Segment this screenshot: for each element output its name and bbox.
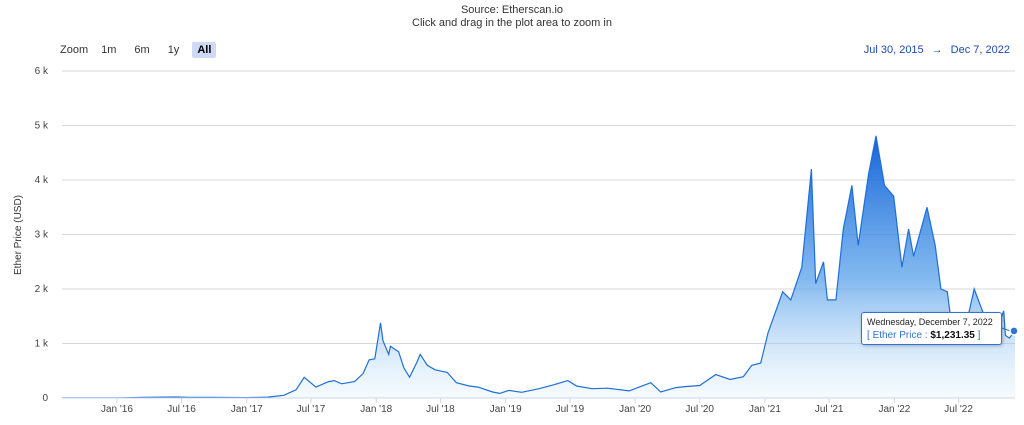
tooltip-bracket-open: [ <box>867 330 870 341</box>
y-tick-label: 0 <box>42 393 48 404</box>
range-button-1y[interactable]: 1y <box>167 44 180 56</box>
x-tick-label: Jul '22 <box>944 404 973 415</box>
y-axis: 0 1 k 2 k 3 k 4 k 5 k 6 k <box>35 66 49 404</box>
x-tick-label: Jan '16 <box>101 404 133 415</box>
tooltip-value: $1,231.35 <box>930 330 975 341</box>
y-tick-label: 2 k <box>35 284 49 295</box>
tooltip: Wednesday, December 7, 2022 [ Ether Pric… <box>861 312 1002 345</box>
date-range-to[interactable]: Dec 7, 2022 <box>950 44 1010 56</box>
zoom-label: Zoom <box>60 44 89 56</box>
x-tick-label: Jul '18 <box>426 404 455 415</box>
date-range[interactable]: Jul 30, 2015 → Dec 7, 2022 <box>864 44 1010 56</box>
tooltip-row: [ Ether Price : $1,231.35 ] <box>867 330 996 341</box>
y-tick-label: 6 k <box>35 66 49 77</box>
y-tick-label: 1 k <box>35 339 49 350</box>
range-button-1m[interactable]: 1m <box>101 44 117 56</box>
tooltip-separator: : <box>924 330 928 341</box>
range-button-6m[interactable]: 6m <box>134 44 150 56</box>
x-tick-label: Jul '21 <box>815 404 844 415</box>
x-tick-label: Jul '17 <box>297 404 326 415</box>
date-range-from[interactable]: Jul 30, 2015 <box>863 44 924 56</box>
price-area <box>62 135 1015 398</box>
y-tick-label: 5 k <box>35 121 49 132</box>
y-tick-label: 4 k <box>35 175 49 186</box>
x-tick-label: Jan '19 <box>490 404 522 415</box>
x-tick-label: Jan '22 <box>878 404 910 415</box>
x-tick-label: Jul '19 <box>556 404 585 415</box>
range-button-all[interactable]: All <box>192 42 217 58</box>
x-tick-label: Jan '17 <box>231 404 263 415</box>
y-axis-label: Ether Price (USD) <box>13 195 24 275</box>
date-range-arrow-icon: → <box>931 44 943 56</box>
x-tick-label: Jan '20 <box>619 404 651 415</box>
tooltip-series-name: Ether Price <box>872 330 923 341</box>
x-axis: Jan '16 Jul '16 Jan '17 Jul '17 Jan '18 Jul '… <box>101 398 973 415</box>
tooltip-pointer <box>1001 327 1011 332</box>
tooltip-date: Wednesday, December 7, 2022 <box>867 317 993 327</box>
x-tick-label: Jul '20 <box>685 404 714 415</box>
x-tick-label: Jan '18 <box>360 404 392 415</box>
x-tick-label: Jan '21 <box>749 404 781 415</box>
range-selector: Zoom 1m 6m 1y All <box>60 42 224 58</box>
y-tick-label: 3 k <box>35 230 49 241</box>
chart-source: Source: Etherscan.io <box>460 4 564 16</box>
x-tick-label: Jul '16 <box>167 404 196 415</box>
zoom-hint: Click and drag in the plot area to zoom … <box>412 17 612 29</box>
price-line <box>62 135 1016 399</box>
hover-point-marker <box>1009 326 1019 336</box>
tooltip-bracket-close: ] <box>977 330 981 341</box>
